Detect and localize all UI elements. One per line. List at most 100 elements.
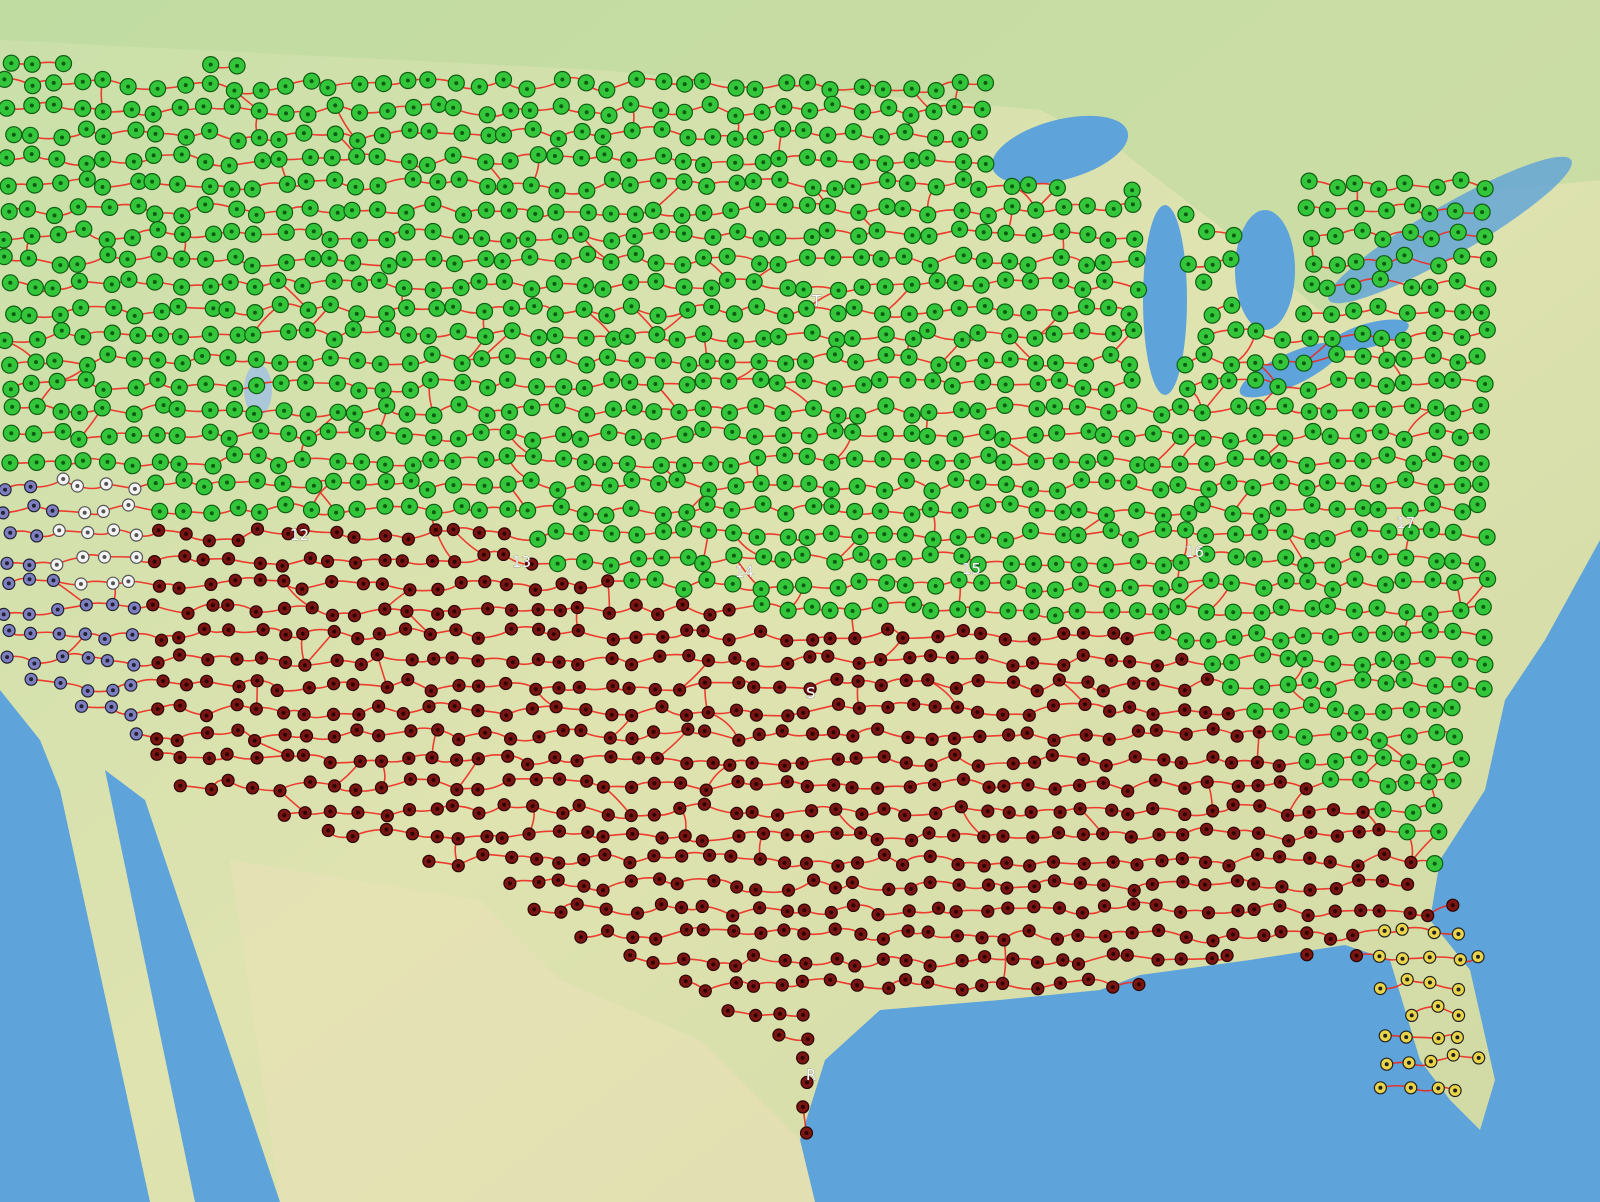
station-center [1326,687,1331,692]
station-center [701,255,706,260]
station-center [8,387,13,392]
station-center [452,609,457,614]
station-center [503,681,508,686]
station-center [476,684,481,689]
station-center [1485,327,1490,332]
station-center [883,403,888,408]
station-center [110,602,115,607]
station-center [604,87,609,92]
station-center [1186,511,1191,516]
station-center [684,510,689,515]
station-center [675,337,680,342]
station-center [961,160,966,164]
station-center [202,484,207,489]
station-center [1028,487,1033,492]
station-center [552,281,557,286]
station-center [1376,507,1381,512]
station-center [377,278,382,283]
station-center [986,453,991,458]
station-center [325,559,330,564]
station-center [1226,480,1231,485]
lake-michigan [1143,205,1187,395]
station-center [1253,378,1258,382]
station-center [804,306,809,311]
station-center [1126,480,1131,485]
station-center [1456,230,1461,235]
station-center [1055,185,1060,190]
station-center [582,559,587,564]
station-center [801,583,806,588]
station-center [685,727,690,732]
station-center [378,362,383,367]
station-center [27,313,32,318]
station-center [1279,605,1284,610]
station-center [880,457,885,461]
station-center [232,407,237,412]
station-center [686,135,690,140]
station-center [1379,336,1384,341]
station-center [282,606,287,611]
station-center [28,631,33,636]
station-center [27,612,32,617]
station-center [227,436,232,441]
station-center [308,155,313,160]
station-center [335,381,340,386]
station-center [52,358,57,363]
station-center [1276,458,1281,463]
station-center [403,627,408,631]
station-center [1361,378,1365,383]
station-center [909,86,914,91]
station-center [1104,387,1109,392]
station-center [1434,308,1439,313]
station-center [280,563,285,568]
station-center [1132,237,1137,242]
station-center [1325,286,1330,291]
station-center [278,302,283,307]
station-center [801,378,806,383]
station-center [1006,608,1011,613]
station-center [483,730,488,735]
station-center [155,433,160,437]
station-center [1031,233,1036,238]
station-center [1378,554,1383,559]
station-center [375,207,380,212]
station-center [682,82,687,87]
station-center [728,208,733,213]
station-center [132,313,137,318]
station-center [925,434,930,439]
station-center [629,662,634,667]
station-center [254,357,259,362]
station-center [479,236,484,241]
station-center [1328,434,1333,439]
station-center [1083,702,1087,707]
station-center [1182,688,1187,693]
station-center [607,611,612,616]
station-center [1182,707,1187,712]
station-center [1376,304,1380,309]
station-center [1033,208,1038,213]
station-center [851,129,856,134]
station-center [1431,353,1436,358]
station-center [180,361,185,366]
station-center [536,627,541,632]
station-center [605,355,610,360]
station-center [136,203,141,208]
station-center [730,581,735,586]
station-center [850,734,855,738]
station-center [405,677,410,682]
station-center [1334,352,1339,357]
station-center [427,129,432,134]
station-center [26,256,31,261]
station-center [303,361,308,366]
station-center [655,612,660,617]
station-center [355,507,360,512]
station-center [508,158,513,163]
station-center [910,458,915,463]
station-center [700,427,705,432]
station-center [536,607,541,612]
station-center [58,312,63,317]
station-center [28,484,33,489]
station-center [258,561,263,566]
station-center [429,688,434,693]
